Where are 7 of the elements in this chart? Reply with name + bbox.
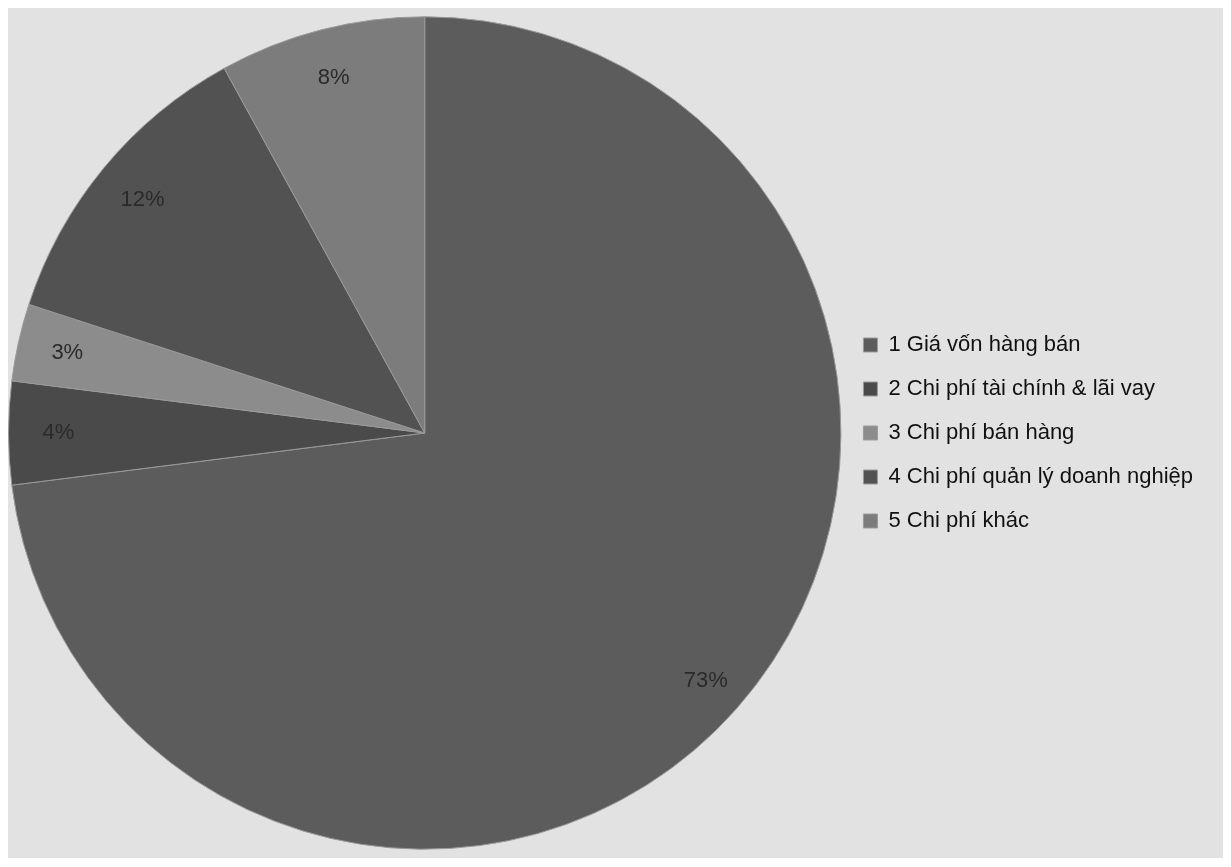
legend-label: 2 Chi phí tài chính & lãi vay xyxy=(888,375,1156,401)
legend-label: 5 Chi phí khác xyxy=(888,507,1030,533)
legend-label: 1 Giá vốn hàng bán xyxy=(888,331,1081,357)
legend-label: 4 Chi phí quản lý doanh nghiệp xyxy=(888,463,1193,489)
data-label: 8% xyxy=(317,64,350,90)
legend-label: 3 Chi phí bán hàng xyxy=(888,419,1075,445)
data-label: 3% xyxy=(51,339,84,365)
